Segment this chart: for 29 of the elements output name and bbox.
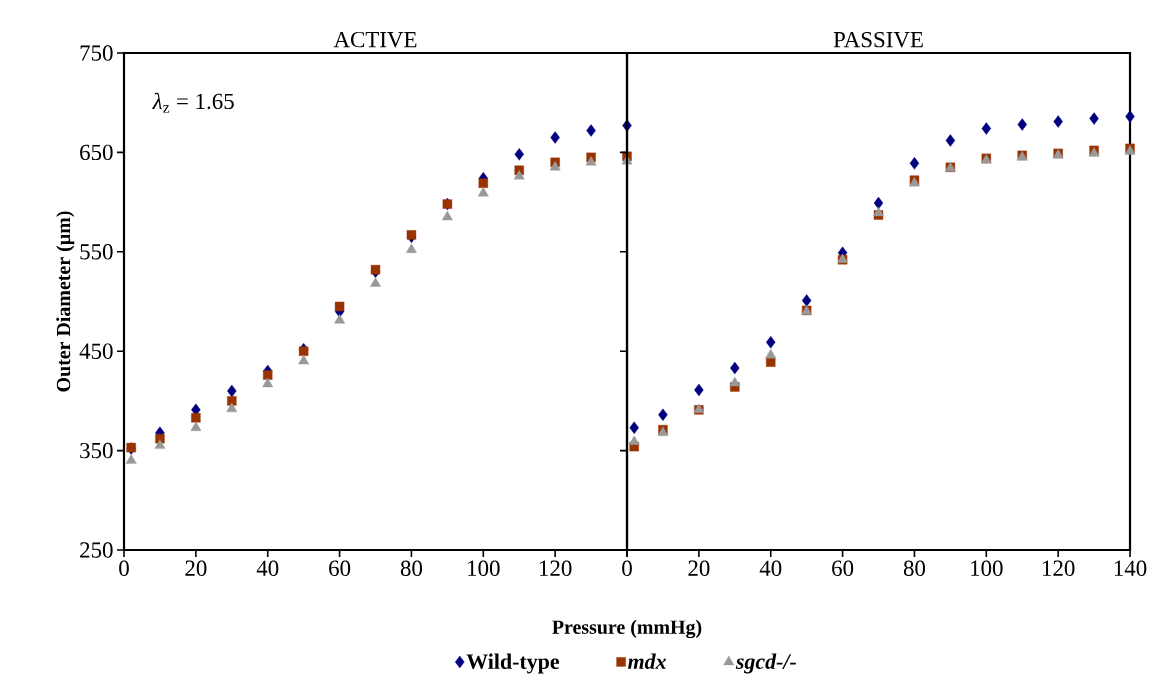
x-tick-label: 20 [688, 560, 710, 576]
x-tick-label: 0 [119, 560, 129, 576]
x-tick-label: 120 [539, 560, 572, 576]
x-tick-label: 100 [468, 560, 500, 576]
x-tick-label: 40 [759, 560, 782, 576]
y-tick-label: 250 [80, 542, 113, 558]
x-tick-label: 60 [832, 560, 854, 576]
annotation: λ$_{z}$ = 1.65 [152, 92, 234, 113]
x-tick-label: 20 [185, 560, 207, 576]
x-tick-label: 40 [256, 560, 279, 576]
y-axis-title: Outer Diameter (µm) [56, 211, 75, 392]
x-tick-label: 80 [903, 560, 926, 576]
legend-label: sgcd-/- [735, 653, 797, 674]
y-tick-label: 750 [80, 45, 113, 61]
y-tick-label: 350 [80, 442, 113, 459]
x-tick-label: 80 [400, 560, 423, 576]
x-tick-label: 140 [1114, 560, 1147, 576]
chart-title: ACTIVE [333, 31, 417, 48]
y-tick-label: 650 [80, 144, 113, 161]
chart-title: PASSIVE [833, 31, 923, 48]
x-tick-label: 60 [329, 560, 351, 576]
x-tick-label: 0 [622, 560, 632, 576]
x-axis-title: Pressure (mmHg) [552, 619, 702, 639]
y-tick-label: 550 [80, 244, 113, 260]
y-tick-label: 450 [79, 343, 113, 359]
legend-label: mdx [628, 653, 667, 669]
x-tick-label: 120 [1042, 560, 1075, 576]
legend-label: Wild-type [466, 653, 560, 674]
x-tick-label: 100 [971, 560, 1003, 576]
